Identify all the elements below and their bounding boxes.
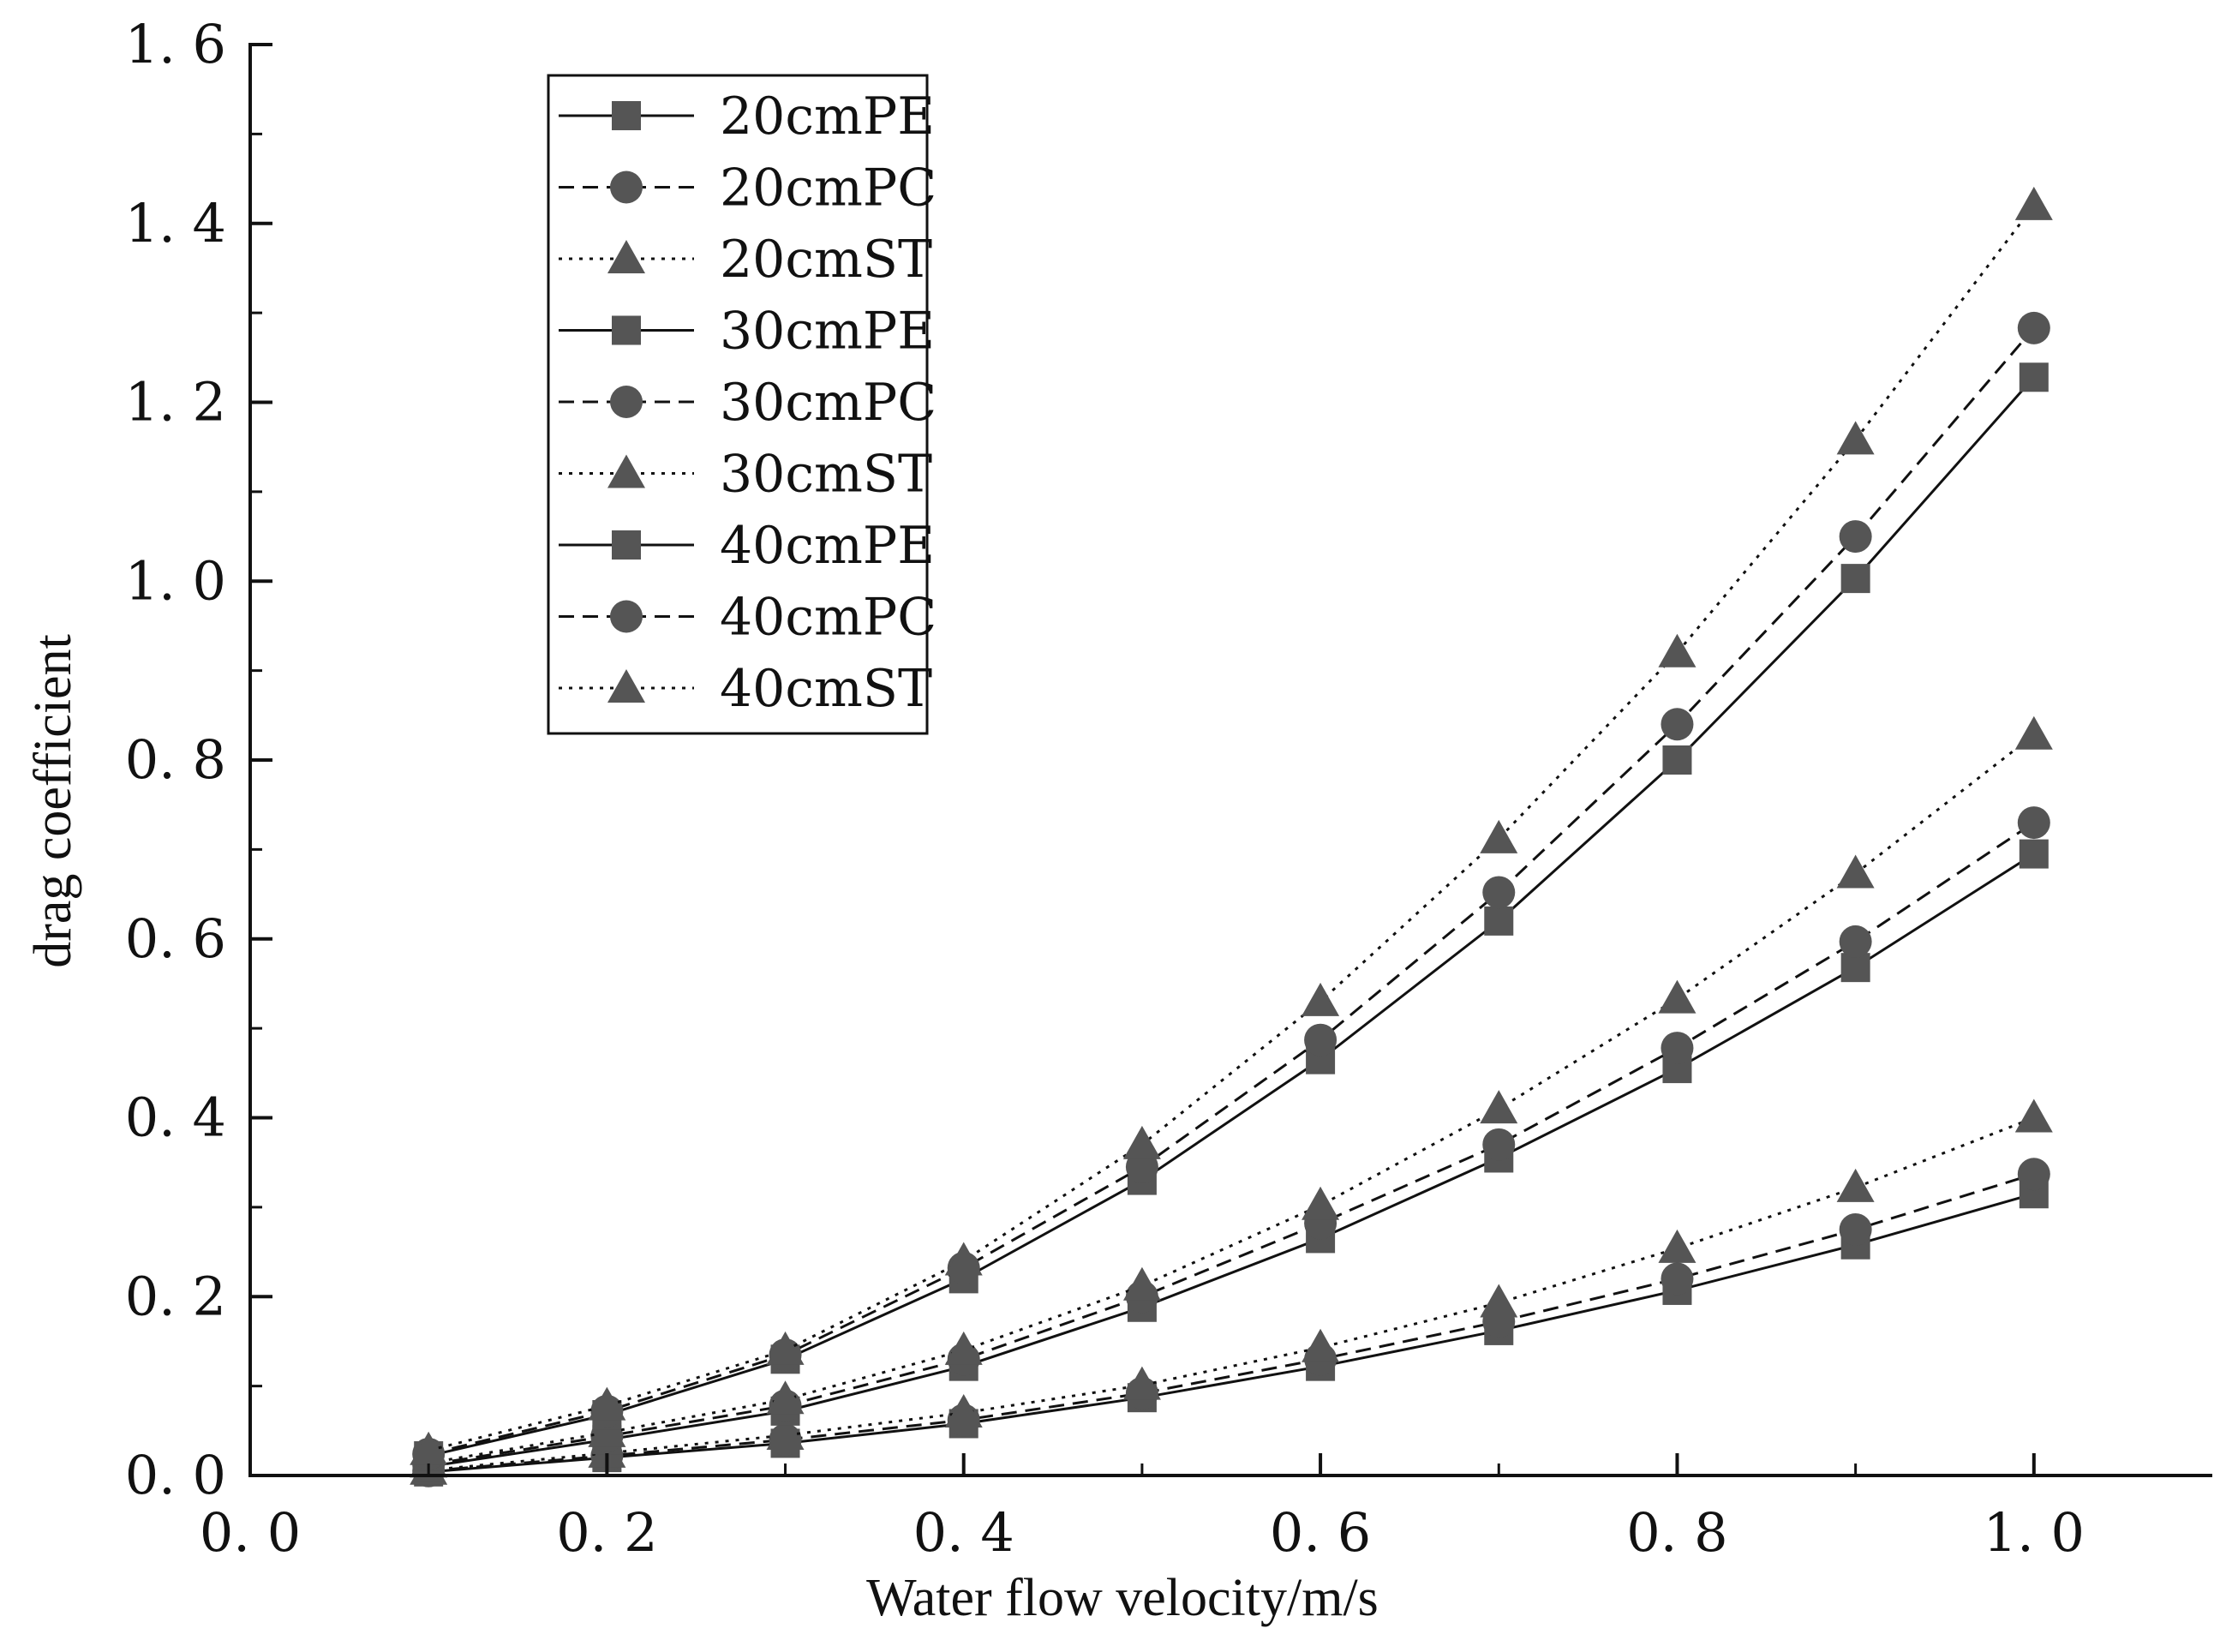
y-tick-label: 1. 6 <box>125 13 226 75</box>
data-point-40cmPE-6 <box>1484 906 1514 936</box>
series-line-30cmPC <box>428 821 2035 1466</box>
data-point-40cmPC-5 <box>1304 1023 1337 1056</box>
x-axis-title: Water flow velocity/m/s <box>866 1569 1379 1627</box>
legend-marker-30cmPE <box>612 315 641 345</box>
legend-label-30cmPC: 30cmPC <box>720 373 936 433</box>
legend-marker-40cmST <box>607 669 645 703</box>
data-point-30cmPC-8 <box>1839 925 1872 958</box>
y-tick-label: 0. 0 <box>125 1444 226 1506</box>
series-line-20cmPE <box>428 1192 2035 1474</box>
x-tick-label: 0. 0 <box>200 1501 301 1564</box>
data-point-20cmST-7 <box>1658 1229 1696 1263</box>
data-point-40cmST-5 <box>1302 982 1340 1016</box>
y-tick-label: 1. 2 <box>125 371 226 434</box>
legend-label-40cmST: 40cmST <box>720 659 932 719</box>
legend-label-20cmPC: 20cmPC <box>720 159 936 218</box>
data-point-40cmST-1 <box>588 1386 626 1421</box>
legend-marker-30cmPC <box>610 386 643 418</box>
legend-marker-20cmPC <box>610 171 643 204</box>
data-point-30cmPC-9 <box>2017 806 2050 840</box>
legend-marker-40cmPC <box>610 600 643 633</box>
data-point-20cmST-3 <box>944 1393 983 1428</box>
plot-series <box>410 186 2053 1487</box>
series-20cmPE <box>414 1179 2049 1487</box>
data-point-40cmPC-7 <box>1661 708 1694 741</box>
series-line-40cmPE <box>428 376 2035 1457</box>
legend-label-20cmST: 20cmST <box>720 230 932 290</box>
series-30cmPE <box>414 839 2049 1481</box>
series-line-40cmST <box>428 204 2036 1452</box>
legend-label-40cmPC: 40cmPC <box>720 588 936 648</box>
legend-label-20cmPE: 20cmPE <box>720 87 935 147</box>
legend-label-30cmPE: 30cmPE <box>720 302 935 362</box>
series-30cmST <box>410 715 2053 1478</box>
series-line-30cmPE <box>428 853 2035 1469</box>
data-point-30cmST-3 <box>944 1331 983 1365</box>
series-30cmPC <box>412 806 2050 1481</box>
y-tick-label: 0. 8 <box>125 728 226 791</box>
data-point-30cmPC-7 <box>1661 1032 1694 1065</box>
data-point-20cmPC-9 <box>2017 1158 2050 1191</box>
y-tick-label: 0. 6 <box>125 907 226 970</box>
series-20cmPC <box>412 1158 2050 1487</box>
legend-label-40cmPE: 40cmPE <box>720 516 935 576</box>
data-point-40cmST-3 <box>944 1242 983 1276</box>
data-point-30cmST-2 <box>766 1380 805 1415</box>
x-tick-label: 0. 4 <box>913 1501 1014 1564</box>
legend-marker-40cmPE <box>612 530 641 560</box>
data-point-20cmST-2 <box>766 1416 805 1451</box>
x-tick-label: 0. 6 <box>1270 1501 1371 1564</box>
legend-marker-30cmST <box>607 454 645 488</box>
data-point-20cmPC-8 <box>1839 1212 1872 1246</box>
data-point-40cmPC-8 <box>1839 520 1872 554</box>
y-axis-title: drag coefficient <box>24 634 82 968</box>
series-40cmST <box>410 186 2053 1465</box>
data-point-40cmPE-8 <box>1840 564 1870 594</box>
data-point-40cmPE-7 <box>1662 745 1692 775</box>
data-point-30cmST-9 <box>2014 715 2053 750</box>
data-point-40cmST-2 <box>766 1331 805 1365</box>
data-point-30cmST-5 <box>1302 1186 1340 1220</box>
data-point-40cmST-7 <box>1658 633 1696 667</box>
data-point-40cmST-4 <box>1122 1125 1161 1159</box>
data-point-40cmST-0 <box>410 1431 448 1465</box>
data-point-40cmST-6 <box>1480 819 1518 853</box>
y-tick-label: 1. 0 <box>125 549 226 612</box>
data-point-40cmPE-9 <box>2019 362 2049 392</box>
data-point-30cmST-4 <box>1122 1266 1161 1301</box>
data-point-40cmST-8 <box>1836 421 1875 455</box>
data-point-30cmPC-6 <box>1482 1128 1516 1161</box>
data-point-30cmST-8 <box>1836 854 1875 889</box>
data-point-30cmST-7 <box>1658 979 1696 1014</box>
data-point-20cmST-8 <box>1836 1168 1875 1202</box>
series-line-20cmPC <box>428 1172 2035 1473</box>
legend-marker-20cmST <box>607 240 645 273</box>
series-line-30cmST <box>428 733 2035 1464</box>
legend: 20cmPE 20cmPC 20cmST 30cmPE 30cmPC 30cmST 40cm… <box>547 74 936 735</box>
data-point-30cmST-1 <box>588 1413 626 1447</box>
data-point-40cmPC-9 <box>2017 311 2050 344</box>
y-tick-label: 1. 4 <box>125 192 226 254</box>
data-point-40cmST-9 <box>2014 186 2053 220</box>
data-point-20cmST-4 <box>1122 1366 1161 1400</box>
y-tick-label: 0. 2 <box>125 1265 226 1327</box>
x-tick-label: 1. 0 <box>1984 1501 2085 1564</box>
data-point-20cmST-6 <box>1480 1284 1518 1318</box>
data-point-30cmPE-9 <box>2019 839 2049 869</box>
axes: 0. 0 0. 2 0. 4 0. 6 0. 8 1. 0 1. 2 1. 4 1. 6 0. 0… <box>125 13 2212 1564</box>
data-point-40cmPC-6 <box>1482 876 1516 909</box>
data-point-20cmST-9 <box>2014 1098 2053 1133</box>
y-tick-label: 0. 4 <box>125 1086 226 1149</box>
x-tick-label: 0. 2 <box>556 1501 657 1564</box>
data-point-20cmPC-7 <box>1661 1262 1694 1296</box>
legend-marker-20cmPE <box>612 101 641 130</box>
data-point-20cmST-5 <box>1302 1328 1340 1362</box>
series-line-20cmST <box>428 1116 2035 1472</box>
data-point-30cmST-6 <box>1480 1090 1518 1124</box>
legend-label-30cmST: 30cmST <box>720 445 932 505</box>
x-tick-label: 0. 8 <box>1626 1501 1727 1564</box>
series-line-40cmPC <box>428 326 2035 1456</box>
